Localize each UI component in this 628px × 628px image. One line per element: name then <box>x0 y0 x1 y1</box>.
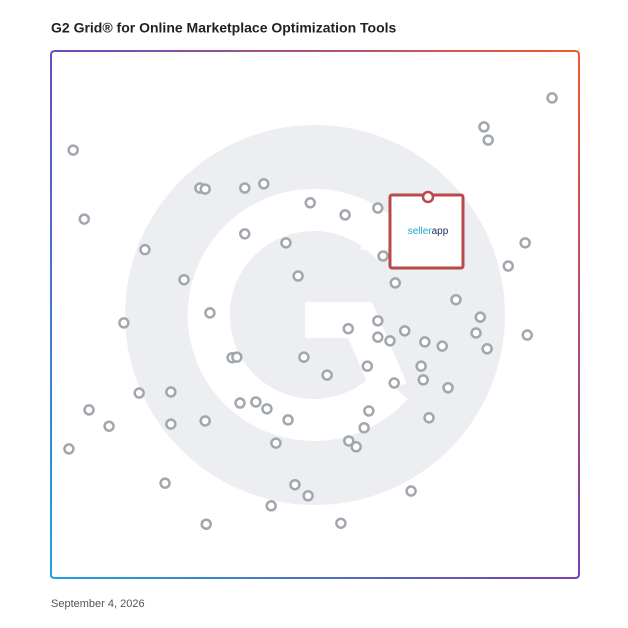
point <box>204 307 216 319</box>
point <box>343 435 355 447</box>
point <box>450 293 462 306</box>
point <box>419 336 431 348</box>
point <box>199 415 211 427</box>
point <box>234 397 246 409</box>
point <box>481 343 493 355</box>
point <box>78 213 91 225</box>
point <box>372 315 384 327</box>
point <box>372 331 384 343</box>
point <box>405 485 417 497</box>
point <box>261 403 273 415</box>
point <box>239 182 251 194</box>
point <box>200 518 212 530</box>
point <box>389 277 402 289</box>
point <box>250 396 262 408</box>
chart-title: G2 Grid® for Online Marketplace Optimiza… <box>51 20 397 36</box>
point <box>335 517 347 529</box>
point <box>133 387 145 399</box>
point <box>302 490 314 502</box>
point <box>231 351 243 363</box>
point <box>199 183 211 195</box>
point <box>399 325 411 337</box>
point <box>423 412 435 424</box>
point <box>361 360 374 372</box>
point <box>63 443 75 455</box>
point <box>342 322 355 335</box>
point <box>521 329 534 341</box>
point <box>258 178 270 190</box>
point <box>339 209 351 221</box>
product-logo: sellerapp <box>408 226 449 237</box>
point <box>159 477 171 489</box>
point <box>415 360 427 372</box>
point <box>304 197 316 209</box>
point <box>280 237 292 249</box>
point <box>321 369 333 381</box>
point <box>417 374 429 386</box>
highlight-point <box>421 190 435 204</box>
point <box>289 478 301 491</box>
point <box>118 317 130 329</box>
point <box>502 260 514 272</box>
point <box>265 500 277 512</box>
date: September 4, 2026 <box>51 598 145 610</box>
point <box>139 243 151 256</box>
point <box>474 311 487 323</box>
point <box>270 437 282 449</box>
point <box>292 270 304 282</box>
point <box>519 237 531 249</box>
point <box>350 441 362 453</box>
point <box>482 134 494 146</box>
point <box>178 273 190 286</box>
point <box>478 121 490 133</box>
point <box>363 405 375 417</box>
point <box>388 377 400 389</box>
point <box>298 351 310 363</box>
point <box>83 404 95 416</box>
frame <box>50 50 580 579</box>
point <box>442 382 454 394</box>
point <box>436 340 448 352</box>
point <box>282 414 294 426</box>
logo-part: seller <box>408 226 433 237</box>
point <box>546 92 558 104</box>
point <box>165 386 177 398</box>
point <box>372 202 384 214</box>
point <box>165 418 177 430</box>
logo-part: app <box>432 226 449 237</box>
point <box>377 250 389 262</box>
points: sellerapp <box>63 92 558 530</box>
point <box>384 335 396 347</box>
point <box>239 228 251 240</box>
point <box>470 327 482 339</box>
point <box>358 422 370 434</box>
point <box>67 144 79 156</box>
point <box>103 420 115 432</box>
